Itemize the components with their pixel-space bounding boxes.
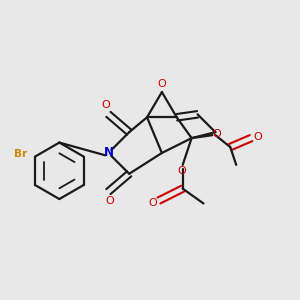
Text: O: O: [158, 79, 166, 89]
Text: Br: Br: [14, 149, 27, 159]
Text: N: N: [103, 146, 113, 160]
Text: O: O: [177, 167, 186, 176]
Text: O: O: [253, 132, 262, 142]
Text: O: O: [212, 129, 221, 139]
Text: O: O: [101, 100, 110, 110]
Text: O: O: [106, 196, 114, 206]
Text: O: O: [148, 199, 157, 208]
